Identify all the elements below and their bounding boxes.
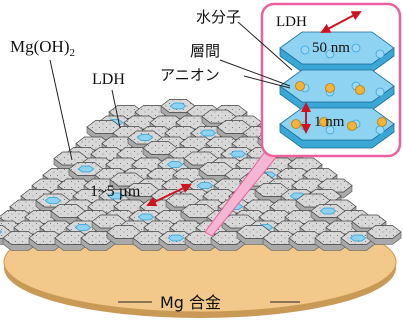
water-molecule (351, 43, 361, 53)
particle-size-arrow (146, 183, 192, 207)
substrate-label: Mg 合金 (160, 293, 221, 312)
ldh-crystal (167, 234, 185, 242)
lateral-size-label: 50 nm (312, 40, 350, 56)
water-molecule (375, 125, 385, 135)
water-molecule (325, 125, 335, 135)
mg-oh2-platelet (106, 225, 142, 245)
interlayer-anion (291, 119, 301, 129)
mg-oh2-platelet (262, 231, 298, 251)
particle-size-label: 1~5 µm (90, 183, 141, 200)
interlayer-anion (325, 83, 335, 93)
mg-oh2-platelet (86, 120, 122, 140)
ldh-crystal (44, 197, 62, 204)
mg-oh2-platelet (80, 231, 116, 251)
mg-oh2-platelet-layer (0, 99, 402, 251)
water-molecule-label: 水分子 (196, 8, 241, 26)
ldh-layer (279, 31, 395, 73)
water-molecule (375, 87, 385, 97)
ldh-crystal (107, 192, 125, 200)
ldh-label-left: LDH (92, 71, 125, 88)
ldh-layer-stack (279, 31, 395, 149)
interlayer-anion (295, 81, 305, 91)
ldh-crystal (229, 150, 247, 158)
mg-oh2-platelet (160, 99, 196, 119)
water-molecule (325, 49, 335, 59)
leader-lines (49, 59, 300, 303)
ldh-crystal (349, 234, 367, 242)
interlayer-anion-label-2: アニオン (160, 66, 220, 84)
mg-oh2-platelet (68, 162, 104, 182)
ldh-inset-panel (260, 2, 402, 158)
mg-oh2-label: Mg(OH)2 (10, 37, 75, 59)
mg-oh2-platelet (310, 204, 346, 224)
ldh-crystal (169, 102, 187, 110)
interlayer-anion (377, 117, 387, 127)
ldh-inset-label: LDH (276, 14, 307, 30)
ldh-crystal (74, 224, 92, 231)
ldh-crystal (137, 213, 155, 221)
lateral-size-arrow (320, 11, 362, 33)
interlayer-anion-label-1: 層間 (190, 42, 220, 60)
ldh-crystal (136, 134, 154, 141)
interlayer-anion (347, 121, 357, 131)
ldh-crystal (319, 207, 337, 215)
mg-oh2-platelet (28, 231, 64, 251)
water-molecule (300, 45, 310, 55)
interlayer-anion (355, 85, 365, 95)
ldh-layer (279, 69, 395, 111)
ldh-crystal (0, 230, 3, 234)
ldh-crystal (196, 182, 214, 189)
ldh-crystal (199, 129, 217, 137)
interlayer-anion (319, 117, 329, 127)
interlayer-spacing-label: 1 nm (314, 114, 345, 130)
mg-oh2-platelet (198, 162, 234, 182)
water-molecule (375, 49, 385, 59)
mg-oh2-platelet (366, 225, 402, 245)
ldh-crystal (77, 165, 95, 173)
ldh-crystal (166, 161, 184, 168)
inset-leader-lines (219, 21, 293, 89)
